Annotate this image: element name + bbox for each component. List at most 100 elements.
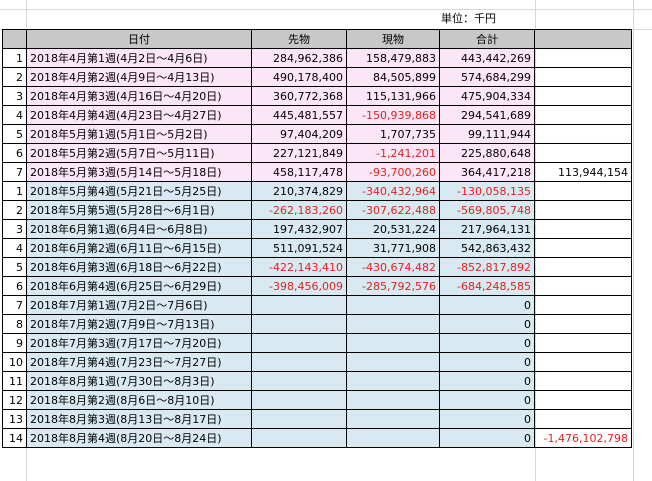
futures-cell[interactable]: 284,962,386	[251, 48, 347, 68]
date-cell[interactable]: 2018年5月第4週(5月21日～5月25日)	[26, 181, 252, 201]
total-cell[interactable]: 0	[439, 333, 535, 353]
spot-cell[interactable]: -1,241,201	[346, 143, 440, 163]
date-cell[interactable]: 2018年4月第2週(4月9日～4月13日)	[26, 67, 252, 87]
date-cell[interactable]: 2018年4月第4週(4月23日～4月27日)	[26, 105, 252, 125]
date-cell[interactable]: 2018年5月第2週(5月7日～5月11日)	[26, 143, 252, 163]
spot-cell[interactable]: -340,432,964	[346, 181, 440, 201]
total-cell[interactable]: -130,058,135	[439, 181, 535, 201]
date-cell[interactable]: 2018年4月第3週(4月16日～4月20日)	[26, 86, 252, 106]
date-cell[interactable]: 2018年7月第3週(7月17日～7月20日)	[26, 333, 252, 353]
date-cell[interactable]: 2018年6月第1週(6月4日～6月8日)	[26, 219, 252, 239]
cumulative-total-cell[interactable]	[534, 143, 632, 163]
spot-cell[interactable]: 115,131,966	[346, 86, 440, 106]
futures-cell[interactable]: 227,121,849	[251, 143, 347, 163]
spot-cell[interactable]: -285,792,576	[346, 276, 440, 296]
total-cell[interactable]: 0	[439, 371, 535, 391]
futures-cell[interactable]	[251, 314, 347, 334]
cumulative-total-cell[interactable]: 113,944,154	[534, 162, 632, 182]
date-column-header[interactable]: 日付	[26, 29, 252, 49]
total-cell[interactable]: -852,817,892	[439, 257, 535, 277]
total-cell[interactable]: 364,417,218	[439, 162, 535, 182]
cumulative-total-cell[interactable]: -1,476,102,798	[534, 428, 632, 448]
spot-cell[interactable]: -430,674,482	[346, 257, 440, 277]
cumulative-total-cell[interactable]	[534, 181, 632, 201]
date-cell[interactable]: 2018年5月第5週(5月28日～6月1日)	[26, 200, 252, 220]
cumulative-total-cell[interactable]	[534, 48, 632, 68]
total-cell[interactable]: 475,904,334	[439, 86, 535, 106]
futures-cell[interactable]: 458,117,478	[251, 162, 347, 182]
date-cell[interactable]: 2018年7月第1週(7月2日～7月6日)	[26, 295, 252, 315]
spot-cell[interactable]: 158,479,883	[346, 48, 440, 68]
spot-cell[interactable]	[346, 390, 440, 410]
total-cell[interactable]: 99,111,944	[439, 124, 535, 144]
futures-cell[interactable]	[251, 352, 347, 372]
total-cell[interactable]: 225,880,648	[439, 143, 535, 163]
total-cell[interactable]: -684,248,585	[439, 276, 535, 296]
cumulative-total-cell[interactable]	[534, 352, 632, 372]
cumulative-total-cell[interactable]	[534, 67, 632, 87]
total-cell[interactable]: 0	[439, 352, 535, 372]
cumulative-total-cell[interactable]	[534, 314, 632, 334]
total-cell[interactable]: 0	[439, 314, 535, 334]
total-cell[interactable]: 294,541,689	[439, 105, 535, 125]
spot-cell[interactable]: 1,707,735	[346, 124, 440, 144]
total-cell[interactable]: 443,442,269	[439, 48, 535, 68]
futures-cell[interactable]: 360,772,368	[251, 86, 347, 106]
futures-cell[interactable]: -422,143,410	[251, 257, 347, 277]
spot-cell[interactable]: 31,771,908	[346, 238, 440, 258]
futures-cell[interactable]	[251, 371, 347, 391]
futures-cell[interactable]	[251, 428, 347, 448]
spot-cell[interactable]: -307,622,488	[346, 200, 440, 220]
date-cell[interactable]: 2018年5月第1週(5月1日～5月2日)	[26, 124, 252, 144]
date-cell[interactable]: 2018年8月第4週(8月20日～8月24日)	[26, 428, 252, 448]
total-cell[interactable]: -569,805,748	[439, 200, 535, 220]
cumulative-total-cell[interactable]	[534, 219, 632, 239]
futures-cell[interactable]	[251, 333, 347, 353]
cumulative-total-cell[interactable]	[534, 333, 632, 353]
date-cell[interactable]: 2018年8月第1週(7月30日～8月3日)	[26, 371, 252, 391]
cumulative-total-cell[interactable]	[534, 390, 632, 410]
date-cell[interactable]: 2018年4月第1週(4月2日～4月6日)	[26, 48, 252, 68]
total-cell[interactable]: 542,863,432	[439, 238, 535, 258]
spot-column-header[interactable]: 現物	[346, 29, 440, 49]
spot-cell[interactable]	[346, 295, 440, 315]
spot-cell[interactable]: -150,939,868	[346, 105, 440, 125]
futures-cell[interactable]: -262,183,260	[251, 200, 347, 220]
spot-cell[interactable]: 20,531,224	[346, 219, 440, 239]
cumulative-total-cell[interactable]	[534, 257, 632, 277]
futures-cell[interactable]: 511,091,524	[251, 238, 347, 258]
futures-cell[interactable]	[251, 295, 347, 315]
date-cell[interactable]: 2018年7月第2週(7月9日～7月13日)	[26, 314, 252, 334]
total-cell[interactable]: 0	[439, 390, 535, 410]
total-cell[interactable]: 574,684,299	[439, 67, 535, 87]
total-cell[interactable]: 217,964,131	[439, 219, 535, 239]
cumulative-total-cell[interactable]	[534, 295, 632, 315]
total-cell[interactable]: 0	[439, 428, 535, 448]
spot-cell[interactable]: 84,505,899	[346, 67, 440, 87]
cumulative-total-cell[interactable]	[534, 371, 632, 391]
futures-cell[interactable]: 445,481,557	[251, 105, 347, 125]
futures-column-header[interactable]: 先物	[251, 29, 347, 49]
futures-cell[interactable]: 197,432,907	[251, 219, 347, 239]
cumulative-total-cell[interactable]	[534, 200, 632, 220]
date-cell[interactable]: 2018年8月第2週(8月6日～8月10日)	[26, 390, 252, 410]
spot-cell[interactable]	[346, 333, 440, 353]
futures-cell[interactable]: 210,374,829	[251, 181, 347, 201]
spot-cell[interactable]	[346, 352, 440, 372]
spot-cell[interactable]	[346, 409, 440, 429]
date-cell[interactable]: 2018年5月第3週(5月14日～5月18日)	[26, 162, 252, 182]
spot-cell[interactable]	[346, 314, 440, 334]
date-cell[interactable]: 2018年8月第3週(8月13日～8月17日)	[26, 409, 252, 429]
cumulative-total-cell[interactable]	[534, 276, 632, 296]
spot-cell[interactable]	[346, 371, 440, 391]
date-cell[interactable]: 2018年6月第4週(6月25日～6月29日)	[26, 276, 252, 296]
futures-cell[interactable]: -398,456,009	[251, 276, 347, 296]
cumulative-total-cell[interactable]	[534, 105, 632, 125]
total-cell[interactable]: 0	[439, 409, 535, 429]
cumulative-total-cell[interactable]	[534, 124, 632, 144]
total-cell[interactable]: 0	[439, 295, 535, 315]
date-cell[interactable]: 2018年6月第3週(6月18日～6月22日)	[26, 257, 252, 277]
cumulative-total-cell[interactable]	[534, 86, 632, 106]
cumulative-total-cell[interactable]	[534, 409, 632, 429]
date-cell[interactable]: 2018年7月第4週(7月23日～7月27日)	[26, 352, 252, 372]
